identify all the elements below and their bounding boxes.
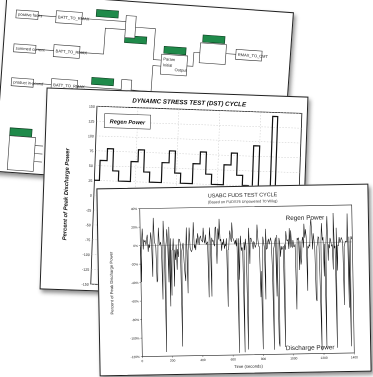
dst-legend-box	[103, 113, 152, 130]
dst-y-ticks: 150 125 100 75 50 25 0 -25 -50 -75 -100 -125 -150	[81, 105, 95, 287]
fuds-title: USABC FUDS TEST CYCLE	[208, 192, 278, 199]
dst-title: DYNAMIC STRESS TEST (DST) CYCLE	[132, 97, 247, 108]
dst-y-tick-label: -100	[83, 253, 90, 257]
dst-y-axis-label: Percent of Peak Discharge Power	[62, 147, 71, 240]
fuds-x-axis-label: Time (seconds)	[234, 363, 263, 369]
input-label-2: summed current	[16, 45, 46, 52]
green-block-5	[202, 34, 226, 44]
fuds-y-ticks: 40% 20% 0% -20% -40% -60% -80% -100% -120%	[130, 207, 143, 359]
fuds-y-tick-label: -20%	[131, 262, 139, 266]
gain-block-label-2: BATT_TO_RMAX	[55, 48, 87, 55]
dst-grid-line	[95, 150, 301, 159]
dst-y-tick-label: -125	[82, 268, 89, 272]
fuds-subtitle: (Based on FUDS76 Unpowered 70 W/kg)	[208, 199, 278, 204]
fuds-y-tick-label: 40%	[131, 207, 138, 211]
fuds-discharge-annotation: Discharge Power	[286, 344, 336, 352]
dst-y-tick-label: 125	[88, 119, 94, 123]
input-label-3: product in-pound	[13, 79, 43, 86]
dst-grid-line	[95, 135, 301, 144]
dst-y-tick-label: -75	[85, 238, 90, 242]
dst-trace	[94, 115, 300, 267]
dst-y-tick-label: 25	[88, 179, 92, 183]
fuds-y-tick-label: -100%	[130, 336, 139, 340]
fuds-y-tick-label: 0%	[133, 244, 138, 248]
fuds-x-tick-label: 200	[170, 359, 176, 363]
fuds-y-tick-label: 20%	[131, 225, 138, 229]
block-diagram-sheet: positive faces summed current product in…	[0, 0, 294, 192]
mux-block-1	[124, 15, 137, 39]
fuds-x-tick-label: 600	[231, 357, 237, 361]
fuds-x-tick-label: 1400	[351, 355, 358, 359]
fuds-chart-sheet: USABC FUDS TEST CYCLE (Based on FUDS76 U…	[96, 183, 372, 377]
port-label-initial: Initial	[163, 62, 173, 68]
green-block-3	[91, 77, 115, 87]
fuds-y-tick-label: -60%	[131, 299, 139, 303]
dst-grid-line	[96, 106, 302, 114]
dst-y-tick-label: 50	[89, 164, 93, 168]
gain-block-label-1: BATT_TO_RMAX	[58, 14, 90, 21]
port-label-output: Output	[174, 67, 187, 73]
gain-block-label-3: BATT_TO_RMAX	[53, 82, 85, 89]
fuds-x-tick-label: 1000	[290, 356, 297, 360]
fuds-trace	[140, 212, 352, 353]
fuds-regen-annotation: Regen Power	[286, 214, 326, 222]
fuds-chart-canvas: USABC FUDS TEST CYCLE (Based on FUDS76 U…	[108, 192, 358, 369]
output-block	[198, 42, 227, 65]
port-label-param: Param	[163, 56, 176, 62]
fuds-y-tick-label: -40%	[131, 281, 139, 285]
lower-module-block	[6, 135, 36, 172]
dst-grid-line	[94, 165, 300, 173]
dst-y-tick-label: -25	[86, 208, 91, 212]
fuds-y-tick-label: -80%	[132, 318, 140, 322]
output-label: RMAX_TO_CMT	[238, 52, 269, 59]
dst-y-tick-label: 100	[88, 134, 94, 138]
fuds-x-ticks: 0 200 400 600 800 1000 1200 1400	[141, 352, 358, 363]
dst-legend-text: Regen Power	[110, 119, 146, 126]
dst-y-tick-label: 75	[89, 149, 93, 153]
fuds-zero-line	[140, 241, 353, 246]
dst-y-tick-label: -50	[86, 223, 91, 227]
dst-y-tick-label: -150	[81, 282, 88, 286]
fuds-x-tick-label: 800	[261, 357, 267, 361]
fuds-x-tick-label: 1200	[321, 356, 328, 360]
fuds-x-tick-label: 0	[141, 359, 143, 363]
dst-y-tick-label: 0	[90, 194, 92, 198]
fuds-y-axis-label: Percent of Peak Discharge Power	[108, 251, 114, 315]
block-diagram-canvas: positive faces summed current product in…	[6, 9, 269, 172]
dst-y-tick-label: 150	[89, 105, 95, 109]
green-block-4	[163, 45, 187, 56]
fuds-y-tick-label: -120%	[131, 355, 140, 359]
green-block-1	[95, 9, 119, 19]
input-label-1: positive faces	[18, 12, 43, 19]
fuds-x-tick-label: 400	[200, 358, 206, 362]
